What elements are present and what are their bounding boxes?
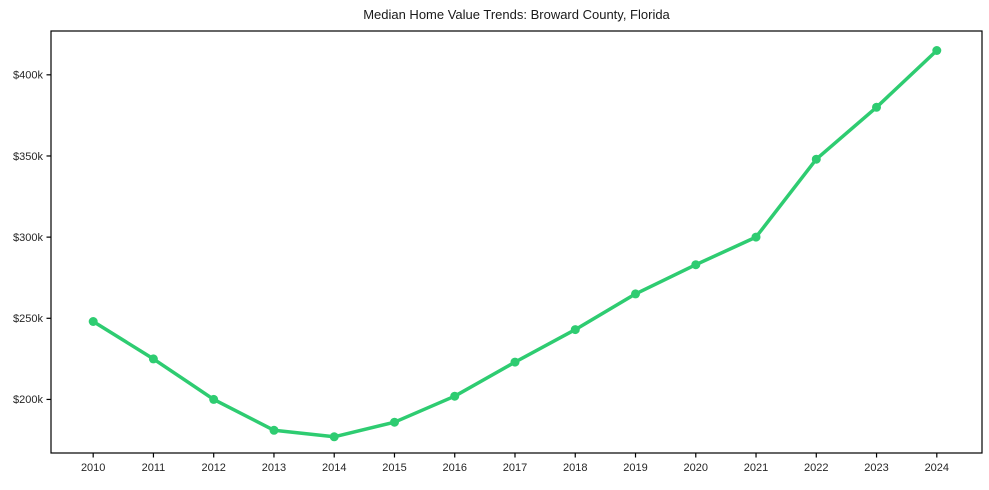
x-tick-label: 2022 bbox=[804, 462, 828, 474]
x-tick-label: 2010 bbox=[81, 462, 105, 474]
x-tick-label: 2012 bbox=[201, 462, 225, 474]
y-tick-label: $200k bbox=[13, 394, 43, 406]
x-tick-label: 2013 bbox=[262, 462, 286, 474]
data-point-2010 bbox=[88, 317, 98, 326]
data-point-2015 bbox=[390, 417, 399, 427]
x-tick-label: 2023 bbox=[864, 462, 888, 474]
x-tick-label: 2015 bbox=[382, 462, 406, 474]
data-point-2012 bbox=[209, 394, 219, 404]
data-point-2024 bbox=[932, 46, 942, 55]
x-tick-label: 2014 bbox=[322, 462, 346, 474]
data-point-2013 bbox=[269, 425, 279, 435]
data-point-2018 bbox=[570, 325, 580, 335]
data-point-2023 bbox=[872, 102, 881, 112]
y-tick-label: $250k bbox=[13, 313, 43, 325]
y-tick-label: $350k bbox=[13, 151, 43, 163]
data-point-2022 bbox=[811, 154, 821, 164]
x-tick-label: 2019 bbox=[623, 462, 647, 474]
trend-line bbox=[91, 48, 939, 439]
chart-title: Median Home Value Trends: Broward County… bbox=[363, 7, 670, 22]
y-tick-label: $300k bbox=[13, 232, 43, 244]
plot-border bbox=[50, 30, 983, 454]
data-point-2011 bbox=[148, 354, 158, 364]
x-tick-label: 2017 bbox=[503, 462, 527, 474]
x-tick-label: 2011 bbox=[142, 462, 166, 474]
data-point-2014 bbox=[329, 432, 339, 442]
data-point-2021 bbox=[751, 232, 761, 242]
data-point-2019 bbox=[631, 289, 640, 299]
data-point-2017 bbox=[510, 357, 520, 367]
x-tick-label: 2024 bbox=[925, 462, 949, 474]
x-tick-label: 2021 bbox=[744, 462, 768, 474]
data-point-2020 bbox=[691, 260, 701, 270]
x-tick-label: 2016 bbox=[442, 462, 466, 474]
x-tick-label: 2020 bbox=[684, 462, 708, 474]
x-tick-label: 2018 bbox=[563, 462, 587, 474]
data-point-2016 bbox=[450, 391, 460, 401]
y-tick-label: $400k bbox=[13, 70, 43, 82]
